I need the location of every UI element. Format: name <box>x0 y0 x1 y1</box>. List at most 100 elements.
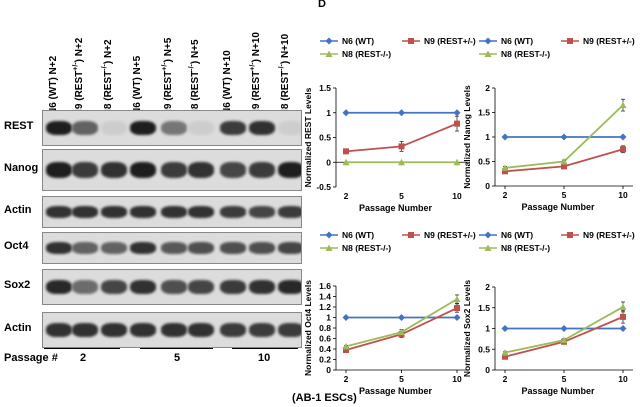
blot-strip <box>42 232 302 264</box>
blot-band <box>278 323 301 337</box>
blot-band <box>72 121 98 135</box>
blot-band <box>101 323 127 337</box>
y-tick-label: 2 <box>485 83 490 93</box>
data-point <box>453 158 461 166</box>
legend-label: N8 (REST-/-) <box>342 243 391 253</box>
legend-marker <box>484 37 492 45</box>
x-axis-label: Passage Number <box>359 386 433 396</box>
data-point <box>560 158 568 165</box>
blot-band <box>46 121 72 135</box>
data-point <box>342 314 350 321</box>
blot-band <box>130 121 156 135</box>
y-tick-label: 1.5 <box>478 303 490 313</box>
data-point <box>560 325 568 332</box>
blot-band <box>161 162 187 178</box>
data-point <box>453 314 461 321</box>
blot-row-label: Oct4 <box>4 240 29 252</box>
blot-row-label: REST <box>4 120 34 132</box>
legend-marker <box>325 50 333 57</box>
line-charts: N6 (WT) N9 (REST+/-) N8 (REST-/-) -0.5 0 0.5 1… <box>305 36 635 396</box>
blot-strip <box>42 312 302 348</box>
x-tick-label: 10 <box>618 374 628 384</box>
data-point <box>342 109 350 117</box>
lane-label: N6 (WT) N+2 <box>48 55 59 115</box>
passage-group-label: 10 <box>258 352 271 364</box>
x-tick-label: 5 <box>399 374 404 384</box>
lane-label: N9 (REST+/-) N+10 <box>249 32 262 117</box>
blot-band <box>249 242 275 254</box>
blot-band <box>72 280 98 294</box>
blot-band <box>72 162 98 178</box>
x-tick-label: 5 <box>399 191 404 201</box>
data-point <box>620 146 626 153</box>
x-tick-label: 2 <box>344 374 349 384</box>
legend-marker <box>484 231 492 239</box>
y-tick-label: 0.6 <box>319 334 331 344</box>
x-tick-label: 10 <box>452 374 462 384</box>
data-point <box>561 163 567 170</box>
blot-band <box>130 206 156 218</box>
blot-band <box>161 242 187 254</box>
data-point <box>398 143 405 150</box>
passage-group-line <box>140 348 213 349</box>
y-tick-label: 1 <box>326 108 331 118</box>
blot-band <box>72 323 98 337</box>
y-tick-label: 1.5 <box>319 83 331 93</box>
y-axis-label: Normalized Sox2 Levels <box>462 280 472 378</box>
blot-band <box>188 162 214 178</box>
blot-row-label: Sox2 <box>4 279 31 291</box>
lane-label: N6 (WT) N+5 <box>132 55 143 115</box>
y-tick-label: 1 <box>485 132 490 142</box>
blot-row-label: Actin <box>4 204 32 216</box>
y-tick-label: 1.6 <box>319 281 331 291</box>
data-point <box>342 158 350 166</box>
blot-band <box>220 242 246 254</box>
x-tick-label: 2 <box>503 190 508 200</box>
legend-label: N9 (REST+/-) <box>583 230 635 240</box>
blot-band <box>188 323 214 337</box>
blot-band <box>161 206 187 218</box>
legend-marker <box>484 244 492 251</box>
x-tick-label: 5 <box>562 190 567 200</box>
panel-label: D <box>318 0 326 10</box>
x-tick-label: 10 <box>452 191 462 201</box>
x-tick-label: 5 <box>562 374 567 384</box>
legend-label: N9 (REST+/-) <box>424 230 476 240</box>
data-point <box>453 295 461 303</box>
data-point <box>619 101 627 109</box>
legend-label: N6 (WT) <box>342 230 374 240</box>
blot-strip <box>42 149 302 191</box>
y-tick-label: 1.5 <box>478 108 490 118</box>
blot-band <box>278 280 301 294</box>
blot-band <box>249 206 275 218</box>
blot-band <box>220 323 246 337</box>
y-tick-label: 0.5 <box>319 133 331 143</box>
legend-marker <box>325 244 333 251</box>
data-point <box>560 133 568 141</box>
lane-label: N8 (REST-/-) N+10 <box>278 33 291 117</box>
blot-band <box>188 280 214 294</box>
series-line <box>345 298 458 348</box>
legend-label: N8 (REST-/-) <box>501 49 550 59</box>
blot-band <box>278 242 301 254</box>
blot-band <box>188 242 214 254</box>
blot-band <box>46 162 72 178</box>
caption: (AB-1 ESCs) <box>292 392 357 404</box>
legend-marker <box>325 37 333 45</box>
blot-band <box>161 121 187 135</box>
x-tick-label: 2 <box>503 374 508 384</box>
lane-label: N6 (WT) N+10 <box>222 50 233 115</box>
legend-label: N8 (REST-/-) <box>342 49 391 59</box>
y-tick-label: 0.8 <box>319 323 331 333</box>
legend-label: N8 (REST-/-) <box>501 243 550 253</box>
y-tick-label: 0.2 <box>319 355 331 365</box>
blot-strip <box>42 110 302 146</box>
legend-marker <box>408 38 414 44</box>
x-tick-label: 10 <box>618 190 628 200</box>
blot-band <box>220 206 246 218</box>
data-point <box>502 168 508 175</box>
y-tick-label: 0 <box>485 365 490 375</box>
y-axis-label: Normalized Oct4 Levels <box>305 280 313 376</box>
y-tick-label: 1 <box>326 313 331 323</box>
y-tick-label: 0.5 <box>478 157 490 167</box>
